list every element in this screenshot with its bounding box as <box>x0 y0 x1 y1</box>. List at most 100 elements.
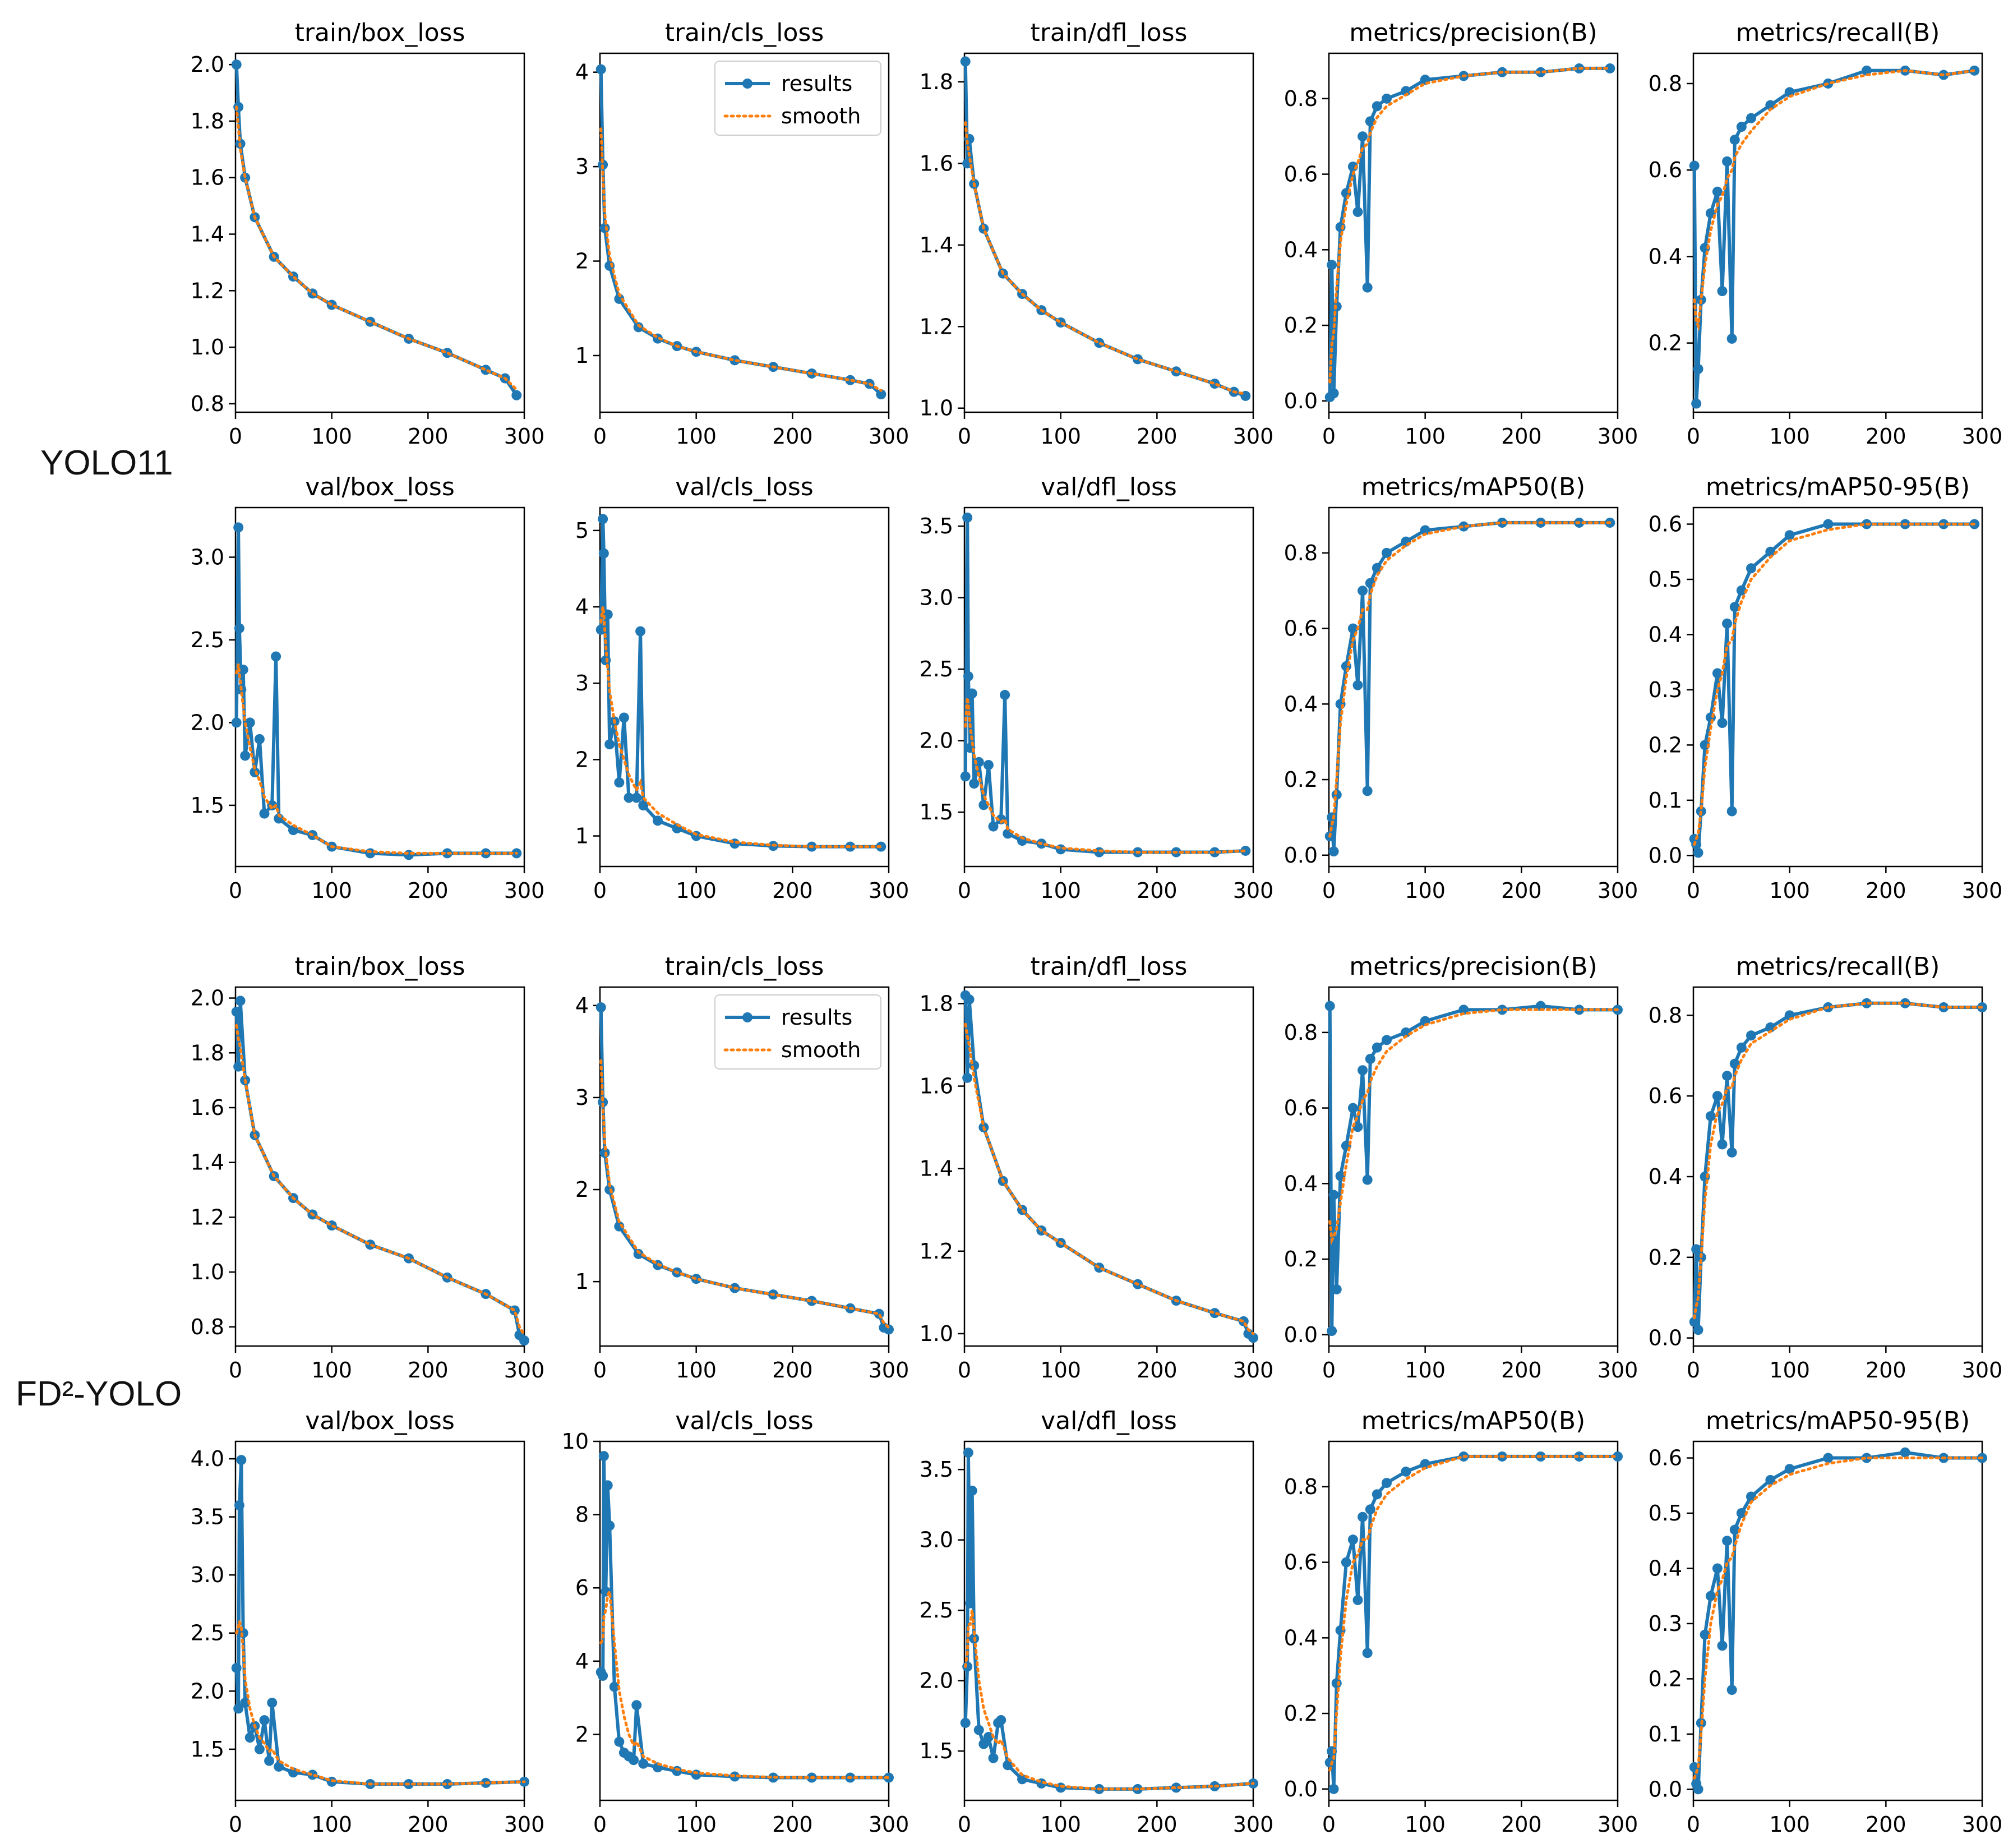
results-point <box>629 1755 639 1766</box>
results-point <box>1401 536 1411 547</box>
y-tick-label: 2.5 <box>920 657 953 681</box>
plot-frame <box>1328 986 1619 1347</box>
chart-10: train/box_loss 0 100 200 300 0.8 1.0 1.2 1.4 1.6 1… <box>191 952 545 1382</box>
x-tick-label: 0 <box>1687 424 1700 449</box>
x-tick-label: 100 <box>676 1358 717 1382</box>
results-point <box>1328 846 1339 857</box>
results-point <box>1717 1139 1728 1150</box>
results-point <box>967 688 977 699</box>
y-tick-label: 0.8 <box>1284 541 1318 565</box>
plot-frame <box>234 1440 525 1801</box>
results-line <box>1692 1450 1982 1791</box>
y-tick-label: 3 <box>575 1085 589 1110</box>
chart-title: train/cls_loss <box>665 19 824 47</box>
results-point <box>1352 206 1363 217</box>
results-point <box>962 1661 973 1672</box>
row-label-yolo11: YOLO11 <box>40 444 173 482</box>
results-point <box>1722 156 1733 167</box>
results-point <box>691 1769 701 1780</box>
results-point <box>1712 1091 1723 1102</box>
smooth-line <box>235 1621 526 1786</box>
x-tick-label: 0 <box>958 878 971 903</box>
results-point <box>1358 1065 1368 1076</box>
chart-12: train/dfl_loss 0 100 200 300 1.0 1.2 1.4 1.6 1.8 <box>920 952 1274 1382</box>
results-point <box>983 759 994 770</box>
results-point <box>1382 93 1392 104</box>
y-tick-label: 3.5 <box>191 1505 224 1529</box>
y-tick-label: 1.0 <box>920 1321 953 1346</box>
results-point <box>960 1717 971 1728</box>
results-line <box>1692 68 1975 405</box>
chart-11: train/cls_loss 0 100 200 300 1 2 3 4 results smoot… <box>575 952 909 1382</box>
results-point <box>1717 1640 1728 1651</box>
chart-title: metrics/mAP50-95(B) <box>1706 1407 1970 1435</box>
y-tick-label: 0.4 <box>1649 1556 1682 1580</box>
x-tick-label: 0 <box>593 424 607 449</box>
plot-frame <box>234 986 525 1347</box>
results-point <box>960 771 971 782</box>
results-point <box>1003 1760 1013 1771</box>
plot-frame <box>599 1440 890 1801</box>
results-point <box>238 665 248 675</box>
x-tick-label: 200 <box>1501 878 1542 903</box>
results-point <box>259 1715 270 1726</box>
results-point <box>1209 847 1220 858</box>
x-tick-label: 300 <box>1598 424 1638 449</box>
results-point <box>635 626 646 637</box>
plot-frame <box>1692 52 1983 413</box>
x-tick-label: 0 <box>1687 878 1700 903</box>
chart-3: metrics/precision(B) 0 100 200 300 0.0 0.2 0.4 0… <box>1284 19 1638 449</box>
y-tick-label: 1.8 <box>191 1040 224 1065</box>
results-point <box>1372 1489 1382 1500</box>
y-tick-label: 0.6 <box>1284 1096 1318 1121</box>
y-tick-label: 1.6 <box>191 165 224 190</box>
y-tick-label: 0.8 <box>191 391 224 416</box>
y-tick-label: 0.3 <box>1649 1611 1682 1636</box>
results-point <box>1358 1511 1368 1522</box>
smooth-line <box>964 121 1247 395</box>
y-tick-label: 1 <box>575 824 589 849</box>
results-point <box>1726 1147 1737 1158</box>
results-point <box>1746 563 1756 574</box>
results-point <box>1765 546 1776 557</box>
legend-results-label: results <box>781 71 852 96</box>
results-point <box>967 1485 977 1496</box>
results-point <box>1726 333 1737 344</box>
x-tick-label: 0 <box>593 1812 607 1837</box>
results-point <box>1362 786 1373 796</box>
results-line <box>1328 1004 1618 1333</box>
chart-15: val/box_loss 0 100 200 300 1.5 2.0 2.5 3.0 3.5 4.0 <box>191 1407 545 1837</box>
y-tick-label: 2.0 <box>920 1669 953 1693</box>
x-tick-label: 300 <box>504 424 545 449</box>
results-point <box>1248 1333 1258 1343</box>
results-line <box>963 995 1254 1339</box>
results-point <box>519 1335 529 1346</box>
x-tick-label: 100 <box>676 1812 717 1837</box>
smooth-line <box>1693 1002 1984 1320</box>
results-point <box>973 757 984 767</box>
chart-6: val/cls_loss 0 100 200 300 1 2 3 4 5 <box>575 473 909 903</box>
y-tick-label: 0.0 <box>1284 389 1318 413</box>
x-tick-label: 0 <box>1687 1358 1700 1382</box>
smooth-line <box>235 105 518 391</box>
results-point <box>598 1670 608 1681</box>
y-tick-label: 1.4 <box>191 1150 224 1175</box>
results-point <box>633 1248 644 1259</box>
results-point <box>1328 388 1339 399</box>
y-tick-label: 0.2 <box>1649 331 1682 356</box>
x-tick-label: 100 <box>1040 424 1081 449</box>
x-tick-label: 100 <box>1769 1812 1810 1837</box>
results-point <box>1705 1591 1716 1601</box>
results-point <box>1347 1534 1358 1545</box>
results-point <box>1700 1629 1710 1640</box>
results-point <box>240 1698 251 1708</box>
results-point <box>598 1097 608 1108</box>
results-point <box>231 717 242 728</box>
y-tick-label: 3 <box>575 154 589 179</box>
results-point <box>638 1758 649 1769</box>
results-point <box>240 750 251 761</box>
chart-title: train/cls_loss <box>665 952 824 981</box>
y-tick-label: 1.5 <box>191 793 224 818</box>
results-point <box>234 623 244 634</box>
